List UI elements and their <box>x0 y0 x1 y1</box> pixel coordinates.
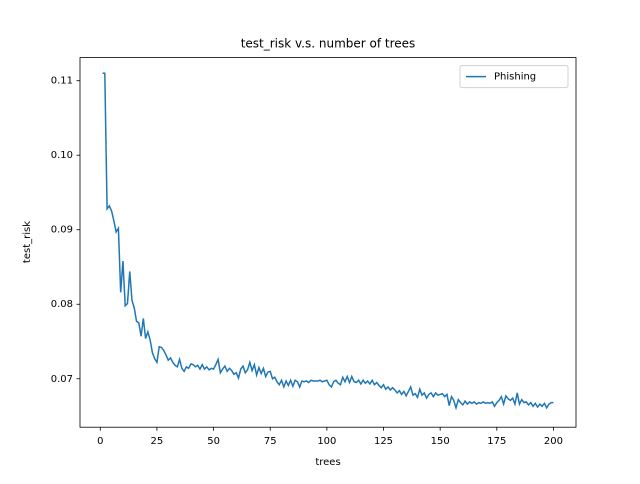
y-tick-label: 0.07 <box>51 374 73 385</box>
x-tick-label: 125 <box>374 436 393 447</box>
data-line <box>102 72 554 411</box>
legend-label: Phishing <box>494 72 536 83</box>
x-tick-label: 75 <box>264 436 277 447</box>
x-tick-label: 175 <box>487 436 506 447</box>
x-tick-label: 200 <box>544 436 563 447</box>
x-axis-label: trees <box>315 457 340 468</box>
plot-frame <box>79 57 577 428</box>
y-tick-label: 0.08 <box>51 299 73 310</box>
y-tick-label: 0.11 <box>51 76 73 87</box>
x-tick-label: 150 <box>431 436 450 447</box>
chart-title: test_risk v.s. number of trees <box>241 37 416 51</box>
y-axis-label: test_risk <box>22 221 33 263</box>
x-tick-label: 100 <box>317 436 336 447</box>
legend-box <box>459 65 569 89</box>
x-tick-label: 25 <box>151 436 164 447</box>
y-tick-label: 0.10 <box>51 150 73 161</box>
x-tick-label: 0 <box>97 436 103 447</box>
y-tick-label: 0.09 <box>51 225 73 236</box>
x-tick-label: 50 <box>207 436 220 447</box>
